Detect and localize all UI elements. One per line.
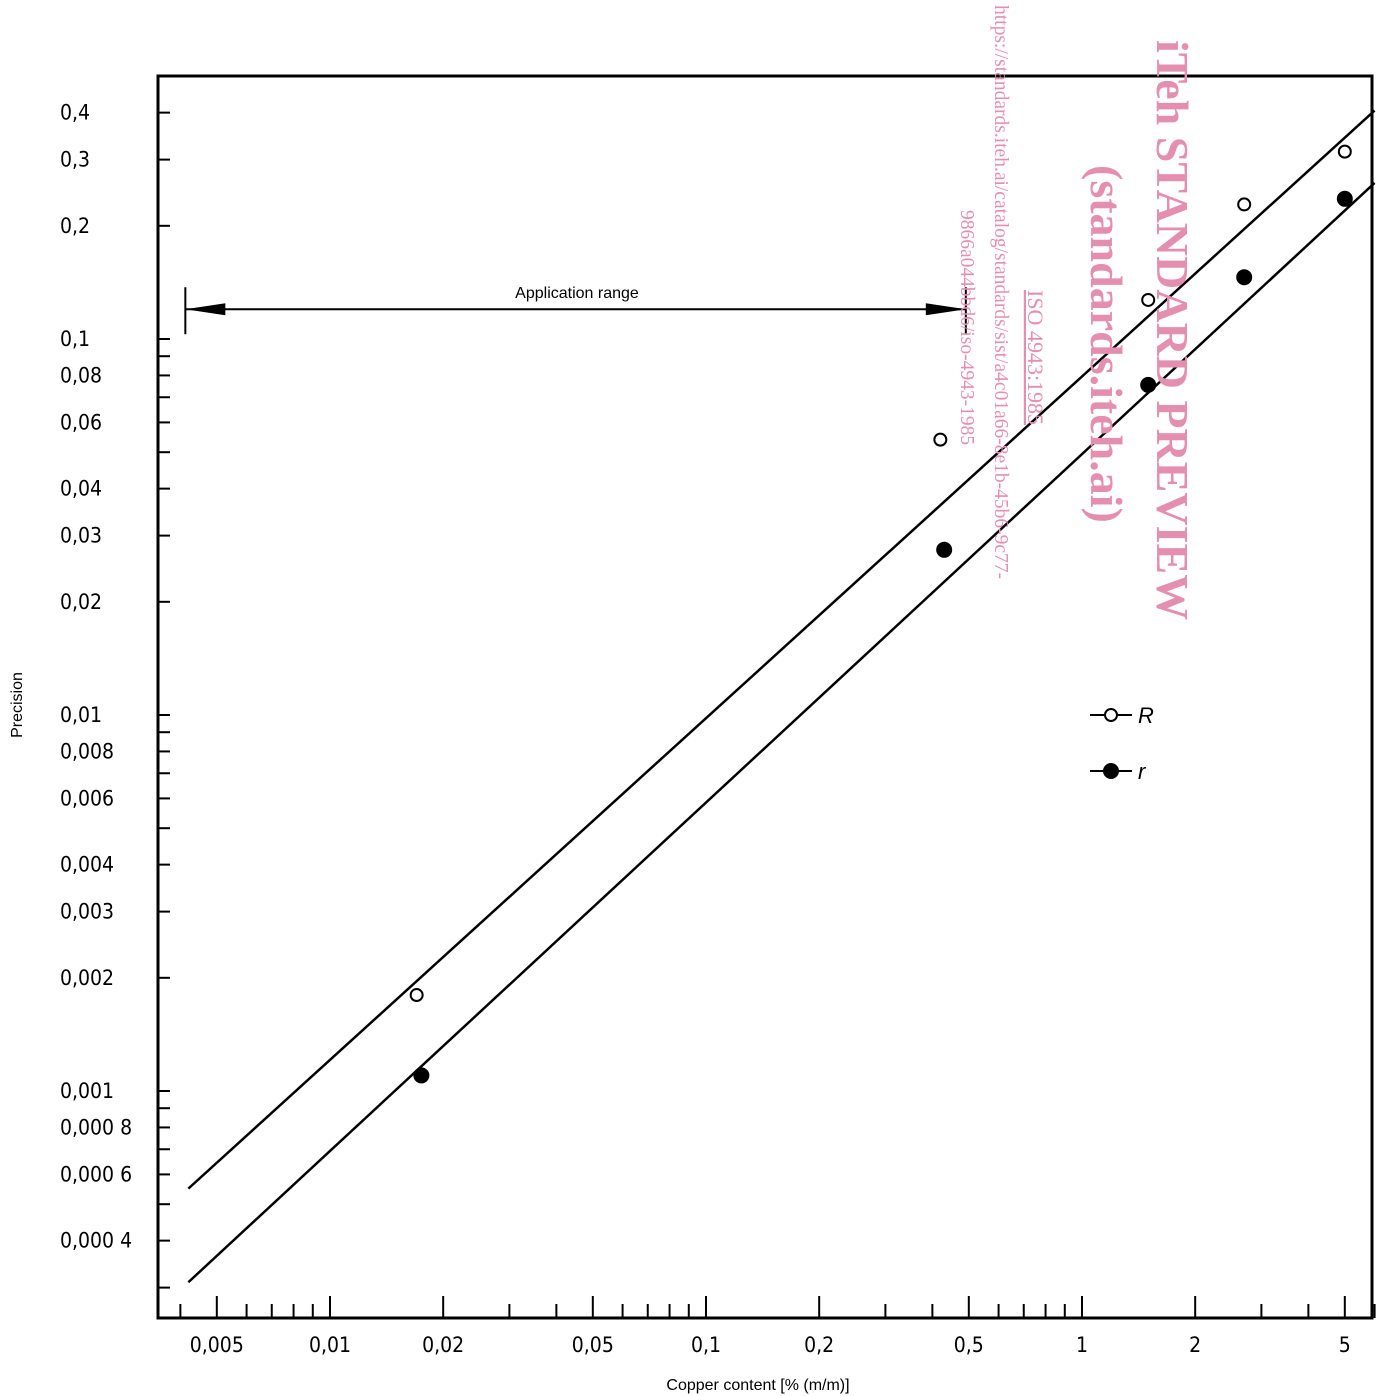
y-tick-label: 0,4	[60, 101, 90, 125]
y-tick-label: 0,001	[60, 1079, 114, 1103]
y-tick-label: 0,008	[60, 739, 114, 763]
x-tick-label: 1	[1076, 1333, 1088, 1357]
range-arrow-head-right	[925, 303, 966, 316]
x-axis-ticks	[179, 1296, 1376, 1318]
legend-label-R: R	[1138, 703, 1154, 728]
watermark-subtitle: (standards.iteh.ai)	[1081, 165, 1132, 523]
watermark-title: iTeh STANDARD PREVIEW	[1147, 40, 1198, 620]
y-tick-label: 0,03	[60, 524, 102, 548]
application-range-annotation: Application range	[184, 285, 967, 335]
range-arrow-head-left	[185, 303, 226, 316]
plot-frame	[156, 74, 1374, 1320]
y-tick-label: 0,3	[60, 148, 90, 172]
point-R	[409, 988, 424, 1003]
fit-line-r	[187, 182, 1376, 1284]
watermark-url-2: 9866a044bbd6/iso-4943-1985	[956, 210, 977, 445]
x-tick-label: 0,02	[422, 1333, 464, 1357]
x-tick-label: 0,005	[190, 1333, 244, 1357]
range-label: Application range	[515, 285, 639, 302]
x-tick-label: 0,1	[691, 1333, 721, 1357]
legend-marker-R	[1104, 708, 1118, 722]
y-tick-label: 0,08	[60, 363, 102, 387]
y-axis-tick-labels: 0,4 0,3 0,2 0,1 0,08 0,06 0,04 0,03 0,02 0,01 0,00…	[60, 101, 132, 1253]
point-R	[1237, 197, 1252, 212]
y-tick-label: 0,01	[60, 703, 102, 727]
fit-line-R	[187, 109, 1376, 1190]
legend-marker-r	[1103, 763, 1119, 779]
watermark: iTeh STANDARD PREVIEW (standards.iteh.ai)…	[956, 5, 1198, 620]
point-r	[1140, 376, 1157, 393]
point-r	[1236, 269, 1253, 286]
x-axis-title: Copper content [% (m/m)]	[666, 1377, 849, 1394]
y-tick-label: 0,000 4	[60, 1229, 132, 1253]
x-tick-label: 0,2	[804, 1333, 834, 1357]
y-tick-label: 0,000 6	[60, 1162, 132, 1186]
y-tick-label: 0,06	[60, 410, 102, 434]
x-axis-tick-labels: 0,005 0,01 0,02 0,05 0,1 0,2 0,5 1 2 5	[190, 1333, 1351, 1357]
y-tick-label: 0,003	[60, 900, 114, 924]
point-r	[413, 1067, 430, 1084]
y-axis-ticks	[158, 75, 170, 1289]
y-tick-label: 0,002	[60, 966, 114, 990]
watermark-doc-id: ISO 4943:1985	[1023, 290, 1048, 425]
y-tick-label: 0,004	[60, 853, 114, 877]
y-tick-label: 0,02	[60, 590, 102, 614]
x-tick-label: 0,05	[572, 1333, 614, 1357]
legend-label-r: r	[1138, 759, 1147, 784]
data-points	[409, 144, 1353, 1084]
y-tick-label: 0,000 8	[60, 1115, 132, 1139]
y-tick-label: 0,04	[60, 477, 102, 501]
point-R	[933, 432, 948, 447]
y-tick-label: 0,1	[60, 327, 90, 351]
y-tick-label: 0,006	[60, 786, 114, 810]
x-tick-label: 0,5	[954, 1333, 984, 1357]
plot-border	[156, 74, 1374, 1320]
x-tick-label: 0,01	[309, 1333, 351, 1357]
y-tick-label: 0,2	[60, 214, 90, 238]
point-R	[1337, 144, 1352, 159]
fit-lines	[187, 109, 1376, 1284]
watermark-url-1: https://standards.iteh.ai/catalog/standa…	[990, 5, 1011, 579]
point-R	[1141, 292, 1156, 307]
point-r	[1336, 190, 1353, 207]
x-tick-label: 5	[1339, 1333, 1351, 1357]
x-tick-label: 2	[1189, 1333, 1201, 1357]
point-r	[936, 541, 953, 558]
legend: Rr	[1090, 703, 1154, 784]
y-axis-title: Precision	[9, 672, 26, 738]
